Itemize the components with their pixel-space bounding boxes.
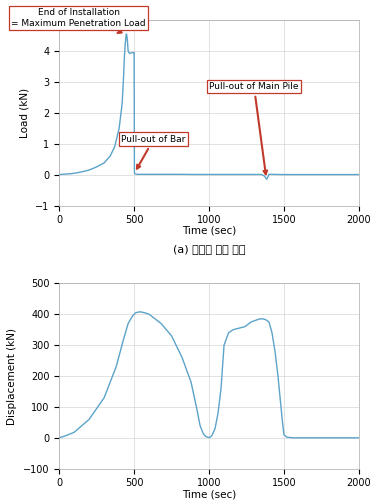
Text: (a) 시간에 따른 하중: (a) 시간에 따른 하중 xyxy=(173,244,245,255)
Text: Pull-out of Bar: Pull-out of Bar xyxy=(121,135,186,169)
Text: End of Installation
= Maximum Penetration Load: End of Installation = Maximum Penetratio… xyxy=(11,9,146,33)
X-axis label: Time (sec): Time (sec) xyxy=(182,489,236,499)
Y-axis label: Load (kN): Load (kN) xyxy=(20,88,30,138)
X-axis label: Time (sec): Time (sec) xyxy=(182,226,236,236)
Y-axis label: Displacement (kN): Displacement (kN) xyxy=(7,328,17,424)
Text: Pull-out of Main Pile: Pull-out of Main Pile xyxy=(209,82,299,174)
